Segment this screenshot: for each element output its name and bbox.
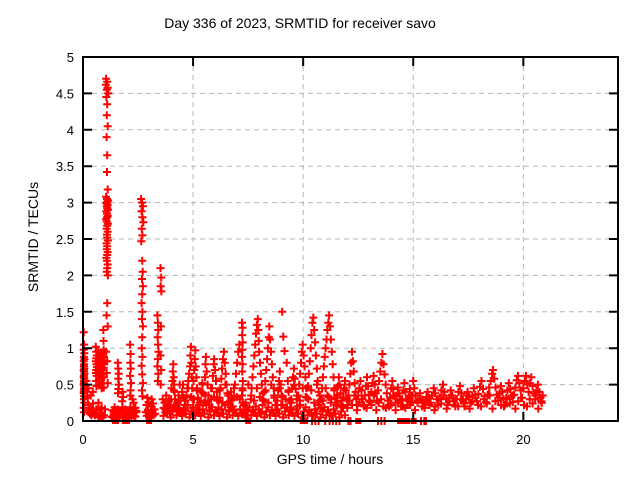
y-tick-label: 2.5 <box>56 232 74 247</box>
y-tick-label: 5 <box>67 50 74 65</box>
y-tick-label: 1 <box>67 341 74 356</box>
y-axis-label: SRMTID / TECUs <box>25 181 41 293</box>
x-tick-label: 20 <box>516 432 530 447</box>
chart-title: Day 336 of 2023, SRMTID for receiver sav… <box>164 15 436 31</box>
x-axis-label: GPS time / hours <box>276 451 384 467</box>
y-tick-label: 3.5 <box>56 159 74 174</box>
x-tick-label: 15 <box>406 432 420 447</box>
x-tick-label: 5 <box>189 432 196 447</box>
y-tick-label: 1.5 <box>56 305 74 320</box>
y-tick-label: 0.5 <box>56 378 74 393</box>
y-tick-label: 4.5 <box>56 86 74 101</box>
scatter-points <box>79 74 547 425</box>
y-tick-label: 0 <box>67 414 74 429</box>
x-tick-label: 10 <box>296 432 310 447</box>
tick-marks <box>82 56 618 422</box>
y-tick-label: 3 <box>67 196 74 211</box>
y-tick-label: 4 <box>67 123 74 138</box>
y-tick-label: 2 <box>67 268 74 283</box>
gridlines <box>83 57 618 421</box>
x-tick-label: 0 <box>79 432 86 447</box>
